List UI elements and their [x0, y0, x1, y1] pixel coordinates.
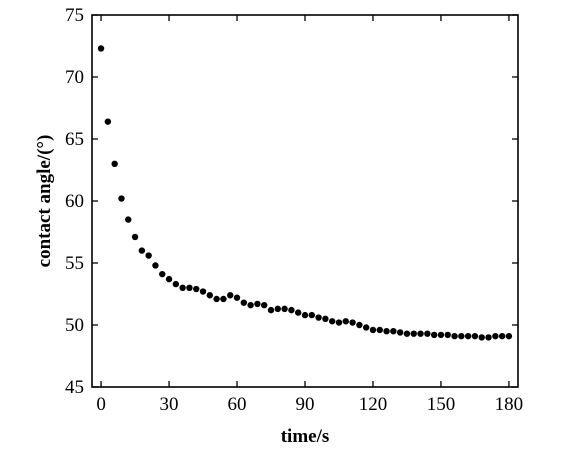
data-point: [206, 292, 214, 299]
data-point: [342, 318, 349, 325]
data-point: [417, 330, 424, 337]
data-point: [301, 311, 309, 319]
data-point: [478, 334, 485, 341]
data-point: [376, 326, 383, 334]
x-tick-label: 60: [228, 394, 247, 415]
x-tick-label: 90: [296, 394, 315, 415]
data-point: [403, 330, 411, 337]
data-point: [111, 160, 118, 167]
data-point: [308, 311, 315, 319]
data-point: [349, 319, 356, 326]
data-point: [165, 275, 173, 283]
data-point: [159, 270, 166, 278]
data-point: [281, 305, 288, 313]
data-point: [328, 318, 336, 325]
data-point: [247, 301, 254, 309]
data-point: [227, 292, 234, 299]
data-point: [138, 247, 146, 254]
x-tick-label: 120: [359, 394, 388, 415]
y-tick-label: 45: [65, 377, 84, 398]
data-point: [437, 331, 445, 339]
x-tick-label: 150: [427, 394, 456, 415]
data-point: [233, 294, 241, 301]
data-point: [322, 315, 329, 322]
data-point: [458, 332, 465, 340]
data-point: [295, 309, 302, 316]
x-axis: 0 30 60 90 120 150 180: [96, 15, 523, 415]
data-point: [179, 284, 186, 291]
data-point: [335, 319, 343, 326]
data-point: [199, 288, 207, 295]
data-point: [410, 330, 417, 337]
data-point: [492, 332, 499, 340]
x-tick-label: 180: [495, 394, 524, 415]
data-point: [288, 306, 295, 314]
data-point: [267, 306, 275, 314]
data-point: [125, 216, 132, 223]
y-tick-label: 60: [65, 191, 84, 212]
data-point: [396, 329, 404, 336]
data-point: [186, 284, 193, 291]
data-point: [498, 332, 506, 340]
data-point: [152, 262, 159, 269]
data-point: [424, 330, 431, 337]
data-point: [172, 280, 180, 288]
y-tick-label: 65: [65, 129, 84, 150]
data-point: [369, 326, 377, 334]
data-point: [390, 328, 397, 335]
data-points: [97, 45, 513, 341]
data-point: [464, 332, 472, 340]
data-point: [145, 252, 152, 259]
x-tick-label: 0: [96, 394, 106, 415]
data-point: [240, 299, 248, 306]
data-point: [274, 305, 282, 313]
data-point: [471, 332, 479, 340]
data-point: [430, 331, 438, 339]
data-point: [451, 332, 458, 340]
plot-frame: [91, 14, 519, 388]
y-tick-label: 70: [65, 67, 84, 88]
data-point: [362, 324, 370, 331]
data-point: [505, 332, 513, 340]
y-tick-label: 55: [65, 253, 84, 274]
data-point: [315, 314, 322, 321]
data-point: [356, 321, 363, 329]
y-axis-title: contact angle/(°): [34, 135, 55, 268]
y-tick-label: 75: [65, 5, 84, 26]
x-tick-label: 30: [160, 394, 179, 415]
data-point: [220, 295, 227, 303]
data-point: [118, 195, 125, 202]
data-point: [261, 301, 268, 309]
data-point: [383, 328, 390, 335]
data-point: [254, 300, 261, 308]
y-tick-label: 50: [65, 315, 84, 336]
x-axis-title: time/s: [281, 426, 330, 447]
y-axis: 45 50 55 60 65 70 75: [65, 5, 518, 398]
data-point: [131, 233, 139, 241]
data-point: [444, 331, 451, 339]
data-point: [213, 295, 220, 303]
data-point: [485, 334, 492, 341]
data-point: [97, 45, 105, 52]
data-point: [104, 118, 112, 125]
data-point: [193, 285, 200, 293]
